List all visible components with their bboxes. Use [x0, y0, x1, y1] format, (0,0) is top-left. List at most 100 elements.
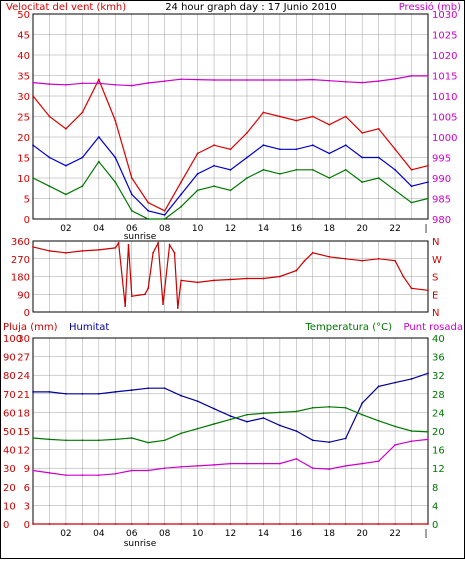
wind-average-line-point [196, 173, 199, 175]
wind-minimum-line-point [295, 168, 298, 171]
p1-right-tick-label: 990 [432, 174, 451, 185]
wind-direction-line-point [32, 246, 34, 248]
rain-line-point [81, 523, 84, 525]
rain-line-point [427, 523, 429, 525]
p1-left-tick-label: 25 [17, 113, 30, 124]
humidity-line-point [147, 387, 150, 390]
p3-x-tick-label: 02 [60, 529, 71, 539]
humidity-line-point [427, 372, 429, 375]
temperature-line-point [180, 432, 183, 435]
rain-line-point [65, 523, 67, 525]
humidity-line-point [328, 441, 331, 444]
humidity-line-point [81, 392, 84, 395]
p3-right-tick-label: 12 [432, 464, 445, 475]
p3-left-tick-label: 18 [17, 408, 30, 419]
pressure-line-point [394, 77, 396, 80]
humidity-line-point [377, 385, 380, 388]
temperature-line-point [361, 413, 364, 416]
pressure-line-point [311, 78, 314, 81]
wind-direction-line-point [402, 275, 405, 278]
pressure-line-point [328, 79, 331, 82]
temperature-line-point [48, 438, 51, 441]
p1-left-tick-label: 45 [17, 31, 30, 42]
temperature-line-point [311, 406, 314, 409]
temperature-line-point [410, 430, 413, 432]
wind-gust-line-point [394, 148, 396, 151]
p1-left-tick-label: 15 [17, 154, 30, 165]
wind-minimum-line-point [377, 177, 380, 179]
wind-gust-line-point [229, 148, 232, 151]
humidity-line-point [311, 439, 314, 442]
temperature-line-point [163, 439, 166, 442]
p3-left-tick-label: 21 [17, 390, 30, 401]
p3-right-tick-label: 4 [432, 501, 438, 512]
temperature-line-point [130, 437, 133, 439]
pressure-line-point [32, 81, 34, 84]
rain-line-point [377, 523, 380, 525]
p3-left-tick-label: 9 [24, 464, 30, 475]
wind-average-line-point [278, 148, 281, 151]
wind-direction-line-point [262, 277, 265, 280]
panel3-grid [33, 338, 428, 524]
wind-minimum-line-point [97, 160, 100, 163]
p1-x-tick-label: 14 [258, 224, 270, 234]
humidity-line-point [97, 392, 100, 395]
dewpoint-line-point [48, 471, 51, 474]
wind-direction-line-point [196, 281, 199, 284]
p1-left-tick-label: 35 [17, 72, 30, 83]
p1-right-tick-label: 1025 [432, 31, 457, 42]
dewpoint-line-point [311, 467, 314, 470]
pressure-line-point [81, 82, 84, 85]
wind-minimum-line-point [65, 193, 67, 196]
temperature-line-point [262, 412, 265, 415]
p3-right-tick-label: 16 [432, 446, 445, 457]
p3-x-tick-label: 06 [126, 529, 138, 539]
dewpoint-line-point [196, 464, 199, 467]
dewpoint-line-point [295, 458, 298, 460]
humidity-line-point [229, 415, 232, 418]
wind-minimum-line-point [81, 185, 84, 188]
p1-left-tick-label: 50 [17, 10, 30, 21]
p3-x-tick-label: 04 [93, 529, 105, 539]
pressure-line-point [130, 84, 133, 87]
p3-x-tick-label: 14 [258, 529, 270, 539]
wind-average-line-point [295, 148, 298, 151]
p3-mid-tick-label: 60 [3, 408, 16, 419]
p1-left-tick-label: 30 [17, 92, 30, 103]
dewpoint-line-point [246, 462, 248, 465]
wind-direction-line-point [377, 257, 380, 260]
wind-direction-line-point [168, 244, 171, 246]
wind-gust-line-point [196, 152, 199, 155]
wind-average-line-point [81, 156, 84, 159]
p3-left-tick-label: 3 [24, 501, 30, 512]
p1-right-tick-label: 1010 [432, 92, 457, 103]
dewpoint-line-point [32, 469, 34, 472]
pressure-line-point [48, 83, 51, 85]
dewpoint-line-point [65, 474, 67, 477]
p3-mid-tick-label: 0 [3, 520, 9, 531]
dewpoint-line-point [410, 440, 413, 443]
pressure-line-point [295, 79, 298, 81]
p1-right-tick-label: 980 [432, 215, 451, 226]
p3-mid-tick-label: 20 [3, 483, 16, 494]
humidity-line-point [32, 391, 34, 393]
p3-right-tick-label: 20 [432, 427, 445, 438]
wind-gust-line-point [246, 132, 248, 134]
p1-right-tick-label: 1030 [432, 10, 457, 21]
wind-direction-line-point [48, 249, 51, 252]
dewpoint-line-point [361, 462, 364, 465]
rain-line-point [410, 523, 413, 525]
pressure-line-point [410, 74, 413, 77]
dewpoint-line-point [114, 472, 117, 475]
p1-x-tick-label: 06 [126, 224, 138, 234]
panel1-grid [33, 14, 428, 219]
temperature-line-point [97, 439, 100, 442]
p3-left-tick-label: 27 [17, 353, 30, 364]
rain-line-point [130, 523, 133, 525]
wind-direction-line-point [81, 249, 84, 252]
wind-average-line-point [130, 193, 133, 196]
pressure-line-point [246, 79, 248, 81]
p3-x-tick-label: 08 [159, 529, 171, 539]
wind-direction-line-point [65, 251, 67, 254]
